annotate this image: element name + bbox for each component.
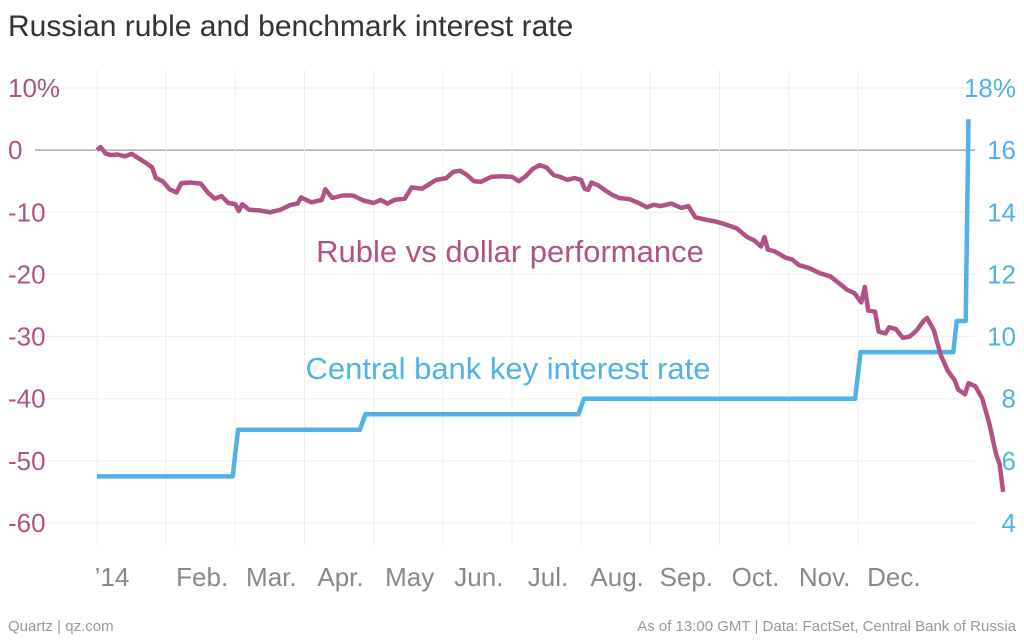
x-tick-label: Apr. [317, 562, 363, 592]
right-tick-label: 18% [964, 73, 1016, 103]
left-tick-label: 10% [8, 73, 60, 103]
interest-rate-line [97, 119, 971, 479]
x-tick-label: Dec. [867, 562, 920, 592]
x-tick-label: May [385, 562, 434, 592]
left-tick-label: -60 [8, 508, 46, 538]
x-tick-label: Jul. [528, 562, 568, 592]
grid-lines [35, 70, 975, 545]
left-tick-label: -10 [8, 197, 46, 227]
x-tick-label: Mar. [246, 562, 297, 592]
right-tick-label: 10 [987, 322, 1016, 352]
footer-source-right: As of 13:00 GMT | Data: FactSet, Central… [637, 618, 1016, 635]
right-tick-label: 6 [1002, 446, 1016, 476]
x-tick-label: Sep. [660, 562, 714, 592]
footer-source-left: Quartz | qz.com [8, 618, 114, 635]
x-tick-label: Oct. [732, 562, 780, 592]
ruble-series-label: Ruble vs dollar performance [316, 234, 704, 269]
x-tick-label: Nov. [799, 562, 851, 592]
x-axis-ticks: ’14 Feb. Mar. Apr. May Jun. Jul. Aug. Sep. Oct. No… [95, 562, 921, 592]
right-axis-ticks: 18% 16 14 12 10 8 6 4 [964, 73, 1016, 538]
left-axis-ticks: 10% 0 -10 -20 -30 -40 -50 -60 [8, 73, 60, 538]
x-tick-label: Feb. [176, 562, 228, 592]
left-tick-label: -50 [8, 446, 46, 476]
right-tick-label: 8 [1002, 384, 1016, 414]
x-tick-label: Aug. [590, 562, 644, 592]
x-tick-label: Jun. [454, 562, 503, 592]
chart-title: Russian ruble and benchmark interest rat… [8, 10, 574, 43]
left-tick-label: 0 [8, 135, 22, 165]
ruble-performance-line [95, 144, 1006, 493]
rate-series-label: Central bank key interest rate [306, 351, 711, 386]
left-tick-label: -40 [8, 384, 46, 414]
right-tick-label: 16 [987, 135, 1016, 165]
right-tick-label: 12 [987, 259, 1016, 289]
right-tick-label: 4 [1002, 508, 1016, 538]
right-tick-label: 14 [987, 197, 1016, 227]
x-tick-label: ’14 [95, 562, 130, 592]
left-tick-label: -20 [8, 259, 46, 289]
left-tick-label: -30 [8, 322, 46, 352]
